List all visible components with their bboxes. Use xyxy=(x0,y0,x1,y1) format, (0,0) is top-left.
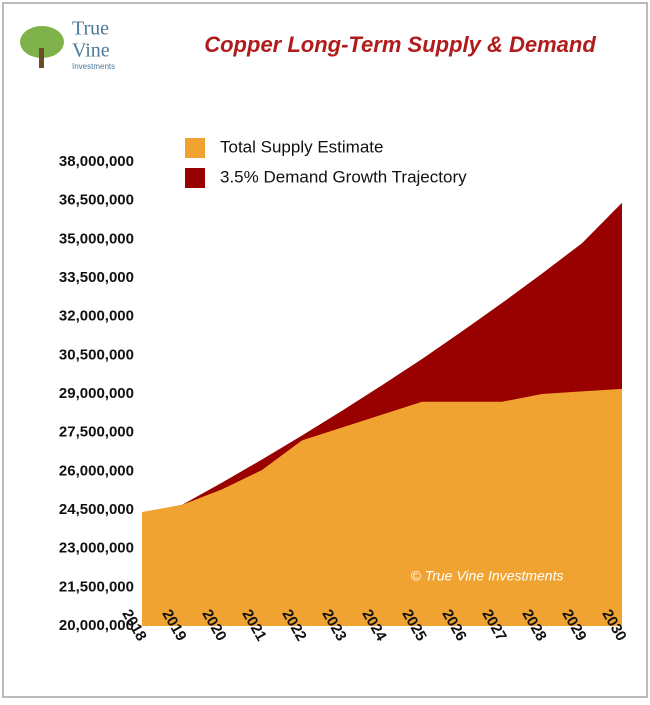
legend-swatch xyxy=(185,168,205,188)
legend-label: 3.5% Demand Growth Trajectory xyxy=(220,167,467,186)
logo-trunk xyxy=(39,48,44,68)
logo-text: Vine xyxy=(72,40,110,62)
legend-swatch xyxy=(185,138,205,158)
logo: True Vine Investments xyxy=(20,18,115,71)
y-tick-label: 30,500,000 xyxy=(59,346,134,363)
y-tick-label: 35,000,000 xyxy=(59,230,134,247)
y-tick-label: 32,000,000 xyxy=(59,308,134,325)
y-tick-label: 38,000,000 xyxy=(59,153,134,170)
logo-tree xyxy=(20,26,64,58)
y-tick-label: 20,000,000 xyxy=(59,617,134,634)
y-tick-label: 21,500,000 xyxy=(59,578,134,595)
y-tick-label: 23,000,000 xyxy=(59,540,134,557)
area xyxy=(142,388,622,626)
annotation: © True Vine Investments xyxy=(411,568,564,584)
legend-label: Total Supply Estimate xyxy=(220,137,383,156)
plot: 20,000,000 21,500,000 23,000,000 24,500,000… xyxy=(59,137,630,644)
logo-text: Investments xyxy=(72,62,115,71)
logo-text: True xyxy=(72,18,109,40)
y-tick-label: 33,500,000 xyxy=(59,269,134,286)
chart-title: Copper Long-Term Supply & Demand xyxy=(204,32,596,57)
y-tick-label: 26,000,000 xyxy=(59,462,134,479)
y-tick-label: 36,500,000 xyxy=(59,192,134,209)
y-tick-label: 29,000,000 xyxy=(59,385,134,402)
y-tick-label: 27,500,000 xyxy=(59,424,134,441)
y-tick-label: 24,500,000 xyxy=(59,501,134,518)
